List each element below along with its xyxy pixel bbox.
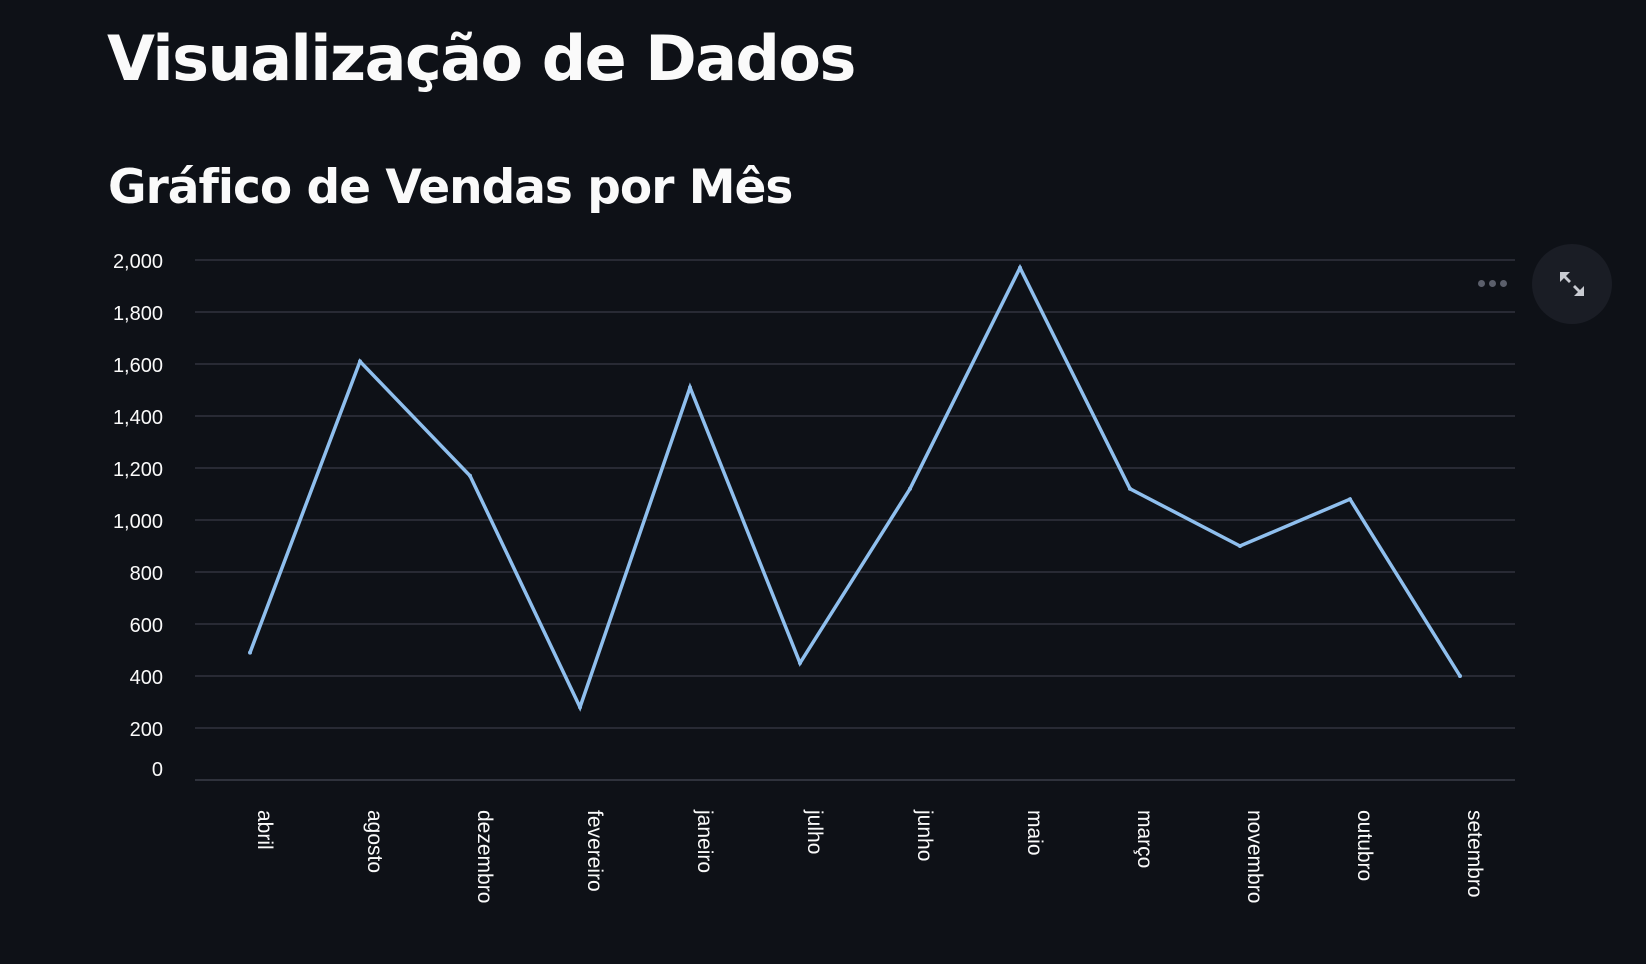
- menu-dot: [1489, 280, 1496, 287]
- x-tick-label: junho: [913, 809, 936, 861]
- y-tick-label: 0: [152, 759, 163, 781]
- data-point: [248, 651, 252, 655]
- y-tick-label: 1,800: [113, 303, 163, 325]
- x-tick-label: fevereiro: [583, 810, 606, 892]
- x-tick-label: julho: [803, 809, 826, 854]
- data-point: [1018, 266, 1022, 270]
- y-tick-label: 2,000: [113, 251, 163, 273]
- series-line: [250, 268, 1460, 707]
- x-tick-label: novembro: [1243, 810, 1266, 903]
- x-tick-label: maio: [1023, 810, 1046, 856]
- data-point: [1458, 674, 1462, 678]
- y-tick-label: 1,200: [113, 459, 163, 481]
- data-point: [1348, 497, 1352, 501]
- data-point: [908, 487, 912, 491]
- x-tick-label: janeiro: [693, 809, 716, 873]
- menu-dot: [1478, 280, 1485, 287]
- data-point: [358, 359, 362, 363]
- chart-gridlines: [195, 260, 1515, 780]
- fullscreen-button[interactable]: [1532, 244, 1612, 324]
- data-point: [468, 474, 472, 478]
- x-axis-ticks: abril agosto dezembro fevereiro janeiro julho…: [253, 809, 1486, 903]
- y-tick-label: 1,400: [113, 407, 163, 429]
- fullscreen-expand-icon: [1557, 269, 1587, 299]
- x-tick-label: março: [1133, 810, 1156, 868]
- data-point: [1238, 544, 1242, 548]
- x-tick-label: dezembro: [473, 810, 496, 903]
- x-tick-label: setembro: [1463, 810, 1486, 898]
- y-tick-label: 1,000: [113, 511, 163, 533]
- y-tick-label: 1,600: [113, 355, 163, 377]
- y-tick-label: 400: [130, 667, 163, 689]
- data-point: [1128, 487, 1132, 491]
- chart-menu-icon[interactable]: [1472, 272, 1512, 294]
- data-point: [578, 705, 582, 709]
- x-tick-label: outubro: [1353, 810, 1376, 881]
- x-tick-label: abril: [253, 810, 276, 850]
- y-tick-label: 800: [130, 563, 163, 585]
- data-point: [688, 385, 692, 389]
- y-tick-label: 600: [130, 615, 163, 637]
- y-axis-ticks: 0 200 400 600 800 1,000 1,200 1,400 1,600 1,800 2,…: [113, 251, 163, 781]
- chart-series: [248, 266, 1462, 709]
- x-tick-label: agosto: [363, 810, 386, 873]
- menu-dot: [1500, 280, 1507, 287]
- y-tick-label: 200: [130, 719, 163, 741]
- data-point: [798, 661, 802, 665]
